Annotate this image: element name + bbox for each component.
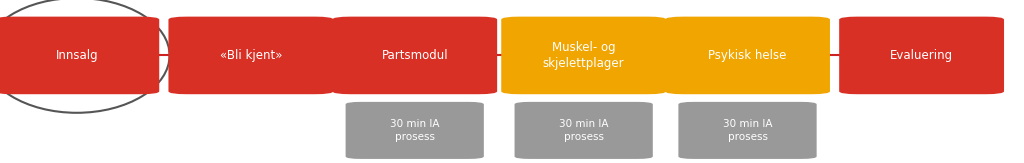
Text: Evaluering: Evaluering: [890, 49, 953, 62]
FancyBboxPatch shape: [346, 102, 484, 159]
FancyBboxPatch shape: [501, 17, 666, 94]
Text: 30 min IA
prosess: 30 min IA prosess: [390, 119, 439, 142]
FancyBboxPatch shape: [0, 17, 160, 94]
FancyBboxPatch shape: [678, 102, 817, 159]
FancyBboxPatch shape: [840, 17, 1004, 94]
Text: Innsalg: Innsalg: [55, 49, 98, 62]
FancyBboxPatch shape: [332, 17, 498, 94]
FancyBboxPatch shape: [514, 102, 653, 159]
Text: 30 min IA
prosess: 30 min IA prosess: [723, 119, 772, 142]
Text: Partsmodul: Partsmodul: [381, 49, 449, 62]
Text: «Bli kjent»: «Bli kjent»: [219, 49, 283, 62]
Text: 30 min IA
prosess: 30 min IA prosess: [559, 119, 608, 142]
Text: Psykisk helse: Psykisk helse: [709, 49, 786, 62]
Text: Muskel- og
skjelettplager: Muskel- og skjelettplager: [543, 41, 625, 70]
FancyBboxPatch shape: [666, 17, 829, 94]
FancyBboxPatch shape: [168, 17, 334, 94]
